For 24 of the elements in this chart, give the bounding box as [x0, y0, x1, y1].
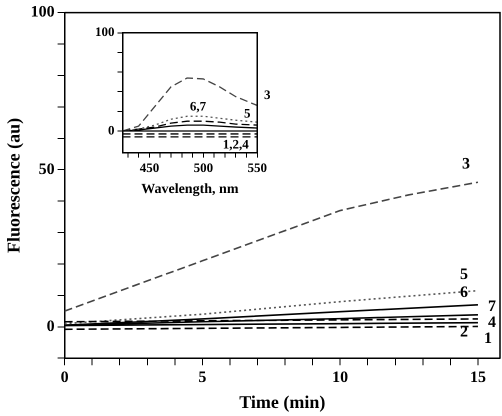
- annotation: 6,7: [190, 98, 207, 114]
- series-label: 6: [460, 284, 468, 301]
- x-tick-label: 550: [248, 160, 267, 175]
- x-tick-label: 500: [194, 160, 214, 175]
- series-label: 7: [488, 298, 496, 315]
- y-tick-label: 100: [95, 24, 114, 40]
- x-tick-label: 0: [60, 368, 69, 386]
- y-axis-title: Fluorescence (au): [3, 118, 24, 253]
- y-tick-label: 50: [38, 160, 55, 178]
- y-tick-label: 100: [30, 4, 55, 21]
- series-label: 3: [462, 155, 470, 172]
- x-tick-label: 450: [140, 160, 160, 175]
- x-tick-label: 15: [470, 368, 486, 386]
- series-label: 5: [460, 266, 468, 283]
- series-label: 5: [244, 106, 251, 121]
- x-axis-title: Time (min): [239, 392, 326, 412]
- y-tick-label: 0: [46, 318, 55, 335]
- annotation: 1,2,4: [222, 136, 250, 152]
- x-tick-label: 5: [198, 368, 206, 386]
- x-tick-label: 10: [332, 368, 348, 386]
- series-label: 4: [488, 314, 496, 332]
- series-label: 1: [484, 330, 492, 347]
- series-label: 3: [264, 86, 271, 102]
- x-axis-title: Wavelength, nm: [141, 182, 239, 198]
